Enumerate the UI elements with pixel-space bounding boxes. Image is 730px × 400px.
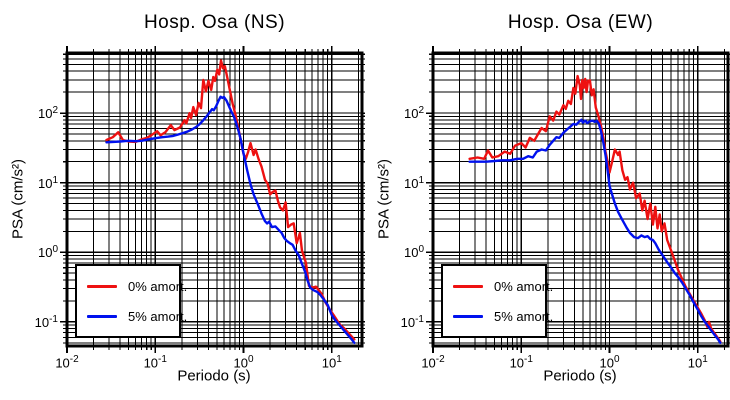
- x-tick-label: 10-2: [55, 354, 79, 371]
- legend-line-0pct-icon: [87, 284, 117, 288]
- plot-hosp-osa-ew: Hosp. Osa (EW) PSA (cm/s²) Periodo (s) 0…: [366, 0, 730, 400]
- y-tick-label: 100: [403, 244, 424, 261]
- x-tick-label: 10-1: [509, 354, 533, 371]
- plot-canvas-ns: [60, 46, 365, 353]
- plot-hosp-osa-ns: Hosp. Osa (NS) PSA (cm/s²) Periodo (s) 0…: [9, 12, 365, 385]
- y-tick-label: 10-1: [34, 313, 58, 331]
- x-tick-label: 100: [599, 354, 620, 371]
- plot-title: Hosp. Osa (NS): [143, 12, 286, 33]
- legend: 0% amort. 5% amort.: [441, 264, 553, 338]
- legend-label: 0% amort.: [494, 278, 554, 294]
- y-tick-label: 100: [37, 244, 58, 261]
- legend-line-5pct-icon: [453, 314, 483, 318]
- legend-item: 5% amort.: [453, 309, 553, 324]
- plot-title: Hosp. Osa (EW): [507, 12, 654, 33]
- x-tick-label: 101: [321, 354, 342, 371]
- x-tick-label: 101: [687, 354, 708, 371]
- y-tick-label: 102: [37, 104, 58, 122]
- legend-item: 5% amort.: [87, 309, 187, 324]
- y-axis-label: PSA (cm/s²): [9, 158, 27, 240]
- y-tick-label: 101: [403, 174, 424, 191]
- legend-label: 0% amort.: [128, 278, 188, 294]
- legend-item: 0% amort.: [453, 279, 553, 294]
- x-axis-label: Periodo (s): [543, 367, 617, 385]
- y-tick-label: 101: [37, 174, 58, 191]
- legend-line-5pct-icon: [87, 314, 117, 318]
- legend-item: 0% amort.: [87, 279, 187, 294]
- legend-label: 5% amort.: [128, 308, 188, 324]
- legend-line-0pct-icon: [453, 284, 483, 288]
- y-tick-label: 10-1: [400, 313, 424, 331]
- y-axis-label: PSA (cm/s²): [375, 158, 393, 240]
- y-tick-label: 102: [403, 104, 424, 122]
- x-tick-label: 10-2: [421, 354, 445, 371]
- x-axis-label: Periodo (s): [177, 367, 251, 385]
- plot-canvas-ew: [426, 46, 730, 353]
- x-tick-label: 10-1: [143, 354, 167, 371]
- legend: 0% amort. 5% amort.: [75, 264, 187, 338]
- x-tick-label: 100: [233, 354, 254, 371]
- legend-label: 5% amort.: [494, 308, 554, 324]
